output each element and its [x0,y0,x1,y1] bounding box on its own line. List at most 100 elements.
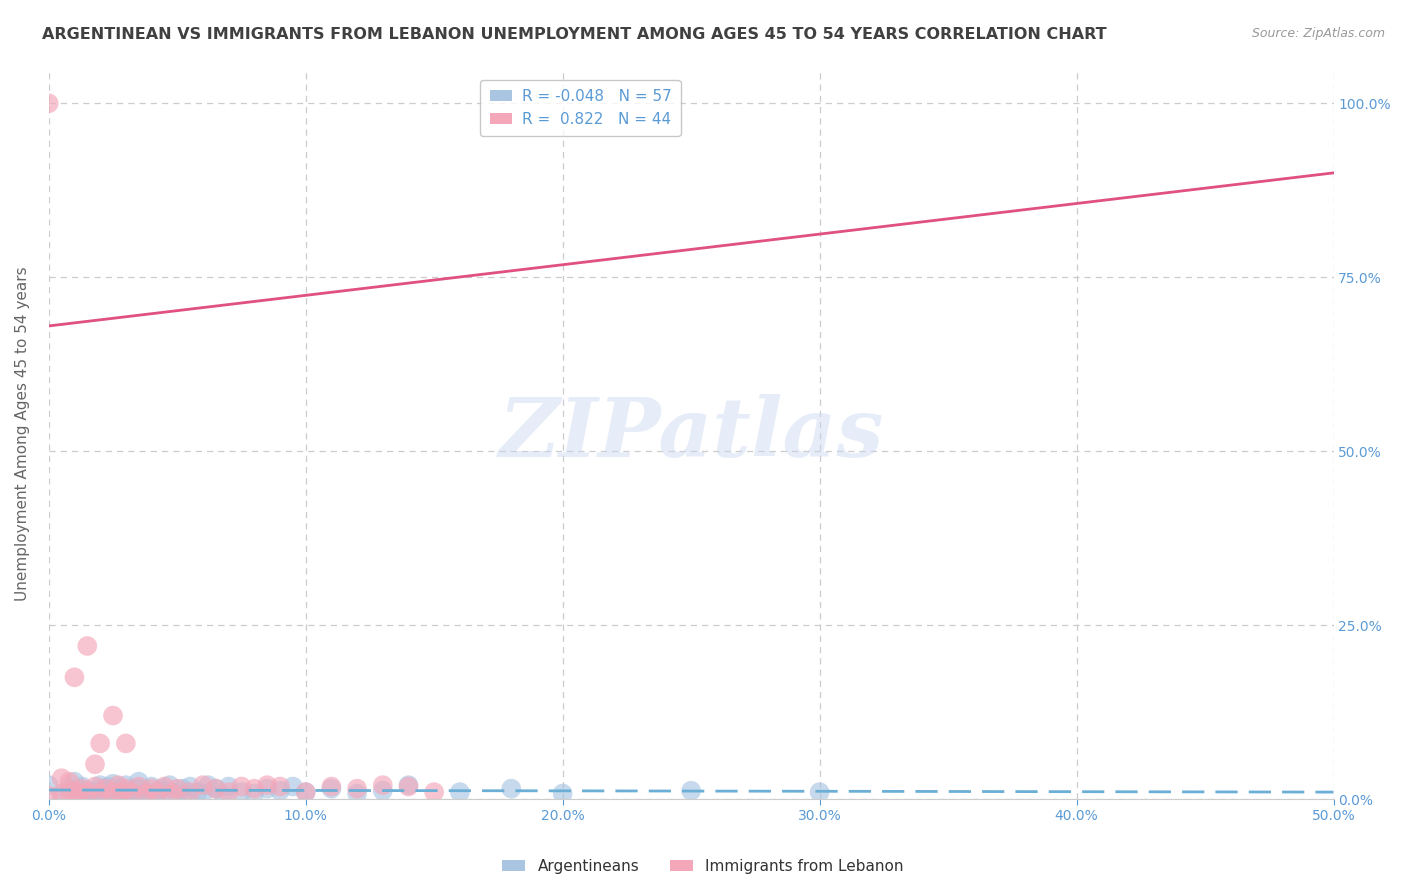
Point [135,787,157,801]
Point [38,789,60,803]
Text: ARGENTINEAN VS IMMIGRANTS FROM LEBANON UNEMPLOYMENT AMONG AGES 45 TO 54 YEARS CO: ARGENTINEAN VS IMMIGRANTS FROM LEBANON U… [42,27,1107,42]
Point [808,785,831,799]
Point [231,780,253,794]
Point [94,781,117,796]
Point [89,778,111,792]
Point [101,777,124,791]
Point [204,781,226,796]
Point [371,778,394,792]
Point [63,774,86,789]
Legend: Argentineans, Immigrants from Lebanon: Argentineans, Immigrants from Lebanon [496,853,910,880]
Point [69,787,91,801]
Point [150,781,173,796]
Point [141,789,163,803]
Point [128,780,150,794]
Point [58,774,80,789]
Point [256,778,278,792]
Point [114,789,136,803]
Point [70,780,93,794]
Point [346,781,368,796]
Point [145,785,167,799]
Point [101,785,124,799]
Point [110,787,132,801]
Point [191,787,214,801]
Point [84,785,107,799]
Point [321,780,343,794]
Point [269,783,291,797]
Point [135,785,157,799]
Point [114,781,136,796]
Point [89,787,111,801]
Point [681,783,703,797]
Point [91,781,114,796]
Point [38,96,60,111]
Point [212,789,235,803]
Point [153,785,176,799]
Text: Source: ZipAtlas.com: Source: ZipAtlas.com [1251,27,1385,40]
Point [179,780,201,794]
Point [294,785,316,799]
Point [218,785,240,799]
Point [153,780,176,794]
Point [122,787,145,801]
Point [128,781,150,796]
Point [84,780,107,794]
Point [76,639,98,653]
Point [398,780,420,794]
Point [101,708,124,723]
Point [63,785,86,799]
Point [179,785,201,799]
Point [141,780,163,794]
Point [423,785,446,799]
Point [256,781,278,796]
Point [76,785,98,799]
Point [172,781,194,796]
Point [58,781,80,796]
Point [191,778,214,792]
Point [51,771,73,785]
Point [501,781,523,796]
Y-axis label: Unemployment Among Ages 45 to 54 years: Unemployment Among Ages 45 to 54 years [15,267,30,601]
Point [69,787,91,801]
Point [89,736,111,750]
Point [187,785,209,799]
Point [269,780,291,794]
Point [141,781,163,796]
Point [38,778,60,792]
Point [398,778,420,792]
Point [76,789,98,803]
Point [76,783,98,797]
Point [114,778,136,792]
Point [243,787,266,801]
Point [159,778,181,792]
Point [63,783,86,797]
Point [346,787,368,801]
Point [281,780,304,794]
Point [160,787,183,801]
Point [294,785,316,799]
Legend: R = -0.048   N = 57, R =  0.822   N = 44: R = -0.048 N = 57, R = 0.822 N = 44 [481,79,681,136]
Point [94,789,117,803]
Point [89,787,111,801]
Point [145,787,167,801]
Point [120,785,142,799]
Point [197,778,219,792]
Point [107,787,129,801]
Point [107,778,129,792]
Point [231,785,253,799]
Point [204,781,226,796]
Point [117,785,139,799]
Point [51,787,73,801]
Point [101,785,124,799]
Point [449,785,471,799]
Text: ZIPatlas: ZIPatlas [498,393,884,474]
Point [243,781,266,796]
Point [114,736,136,750]
Point [70,781,93,796]
Point [51,789,73,803]
Point [84,757,107,772]
Point [128,774,150,789]
Point [551,787,574,801]
Point [166,781,188,796]
Point [371,783,394,797]
